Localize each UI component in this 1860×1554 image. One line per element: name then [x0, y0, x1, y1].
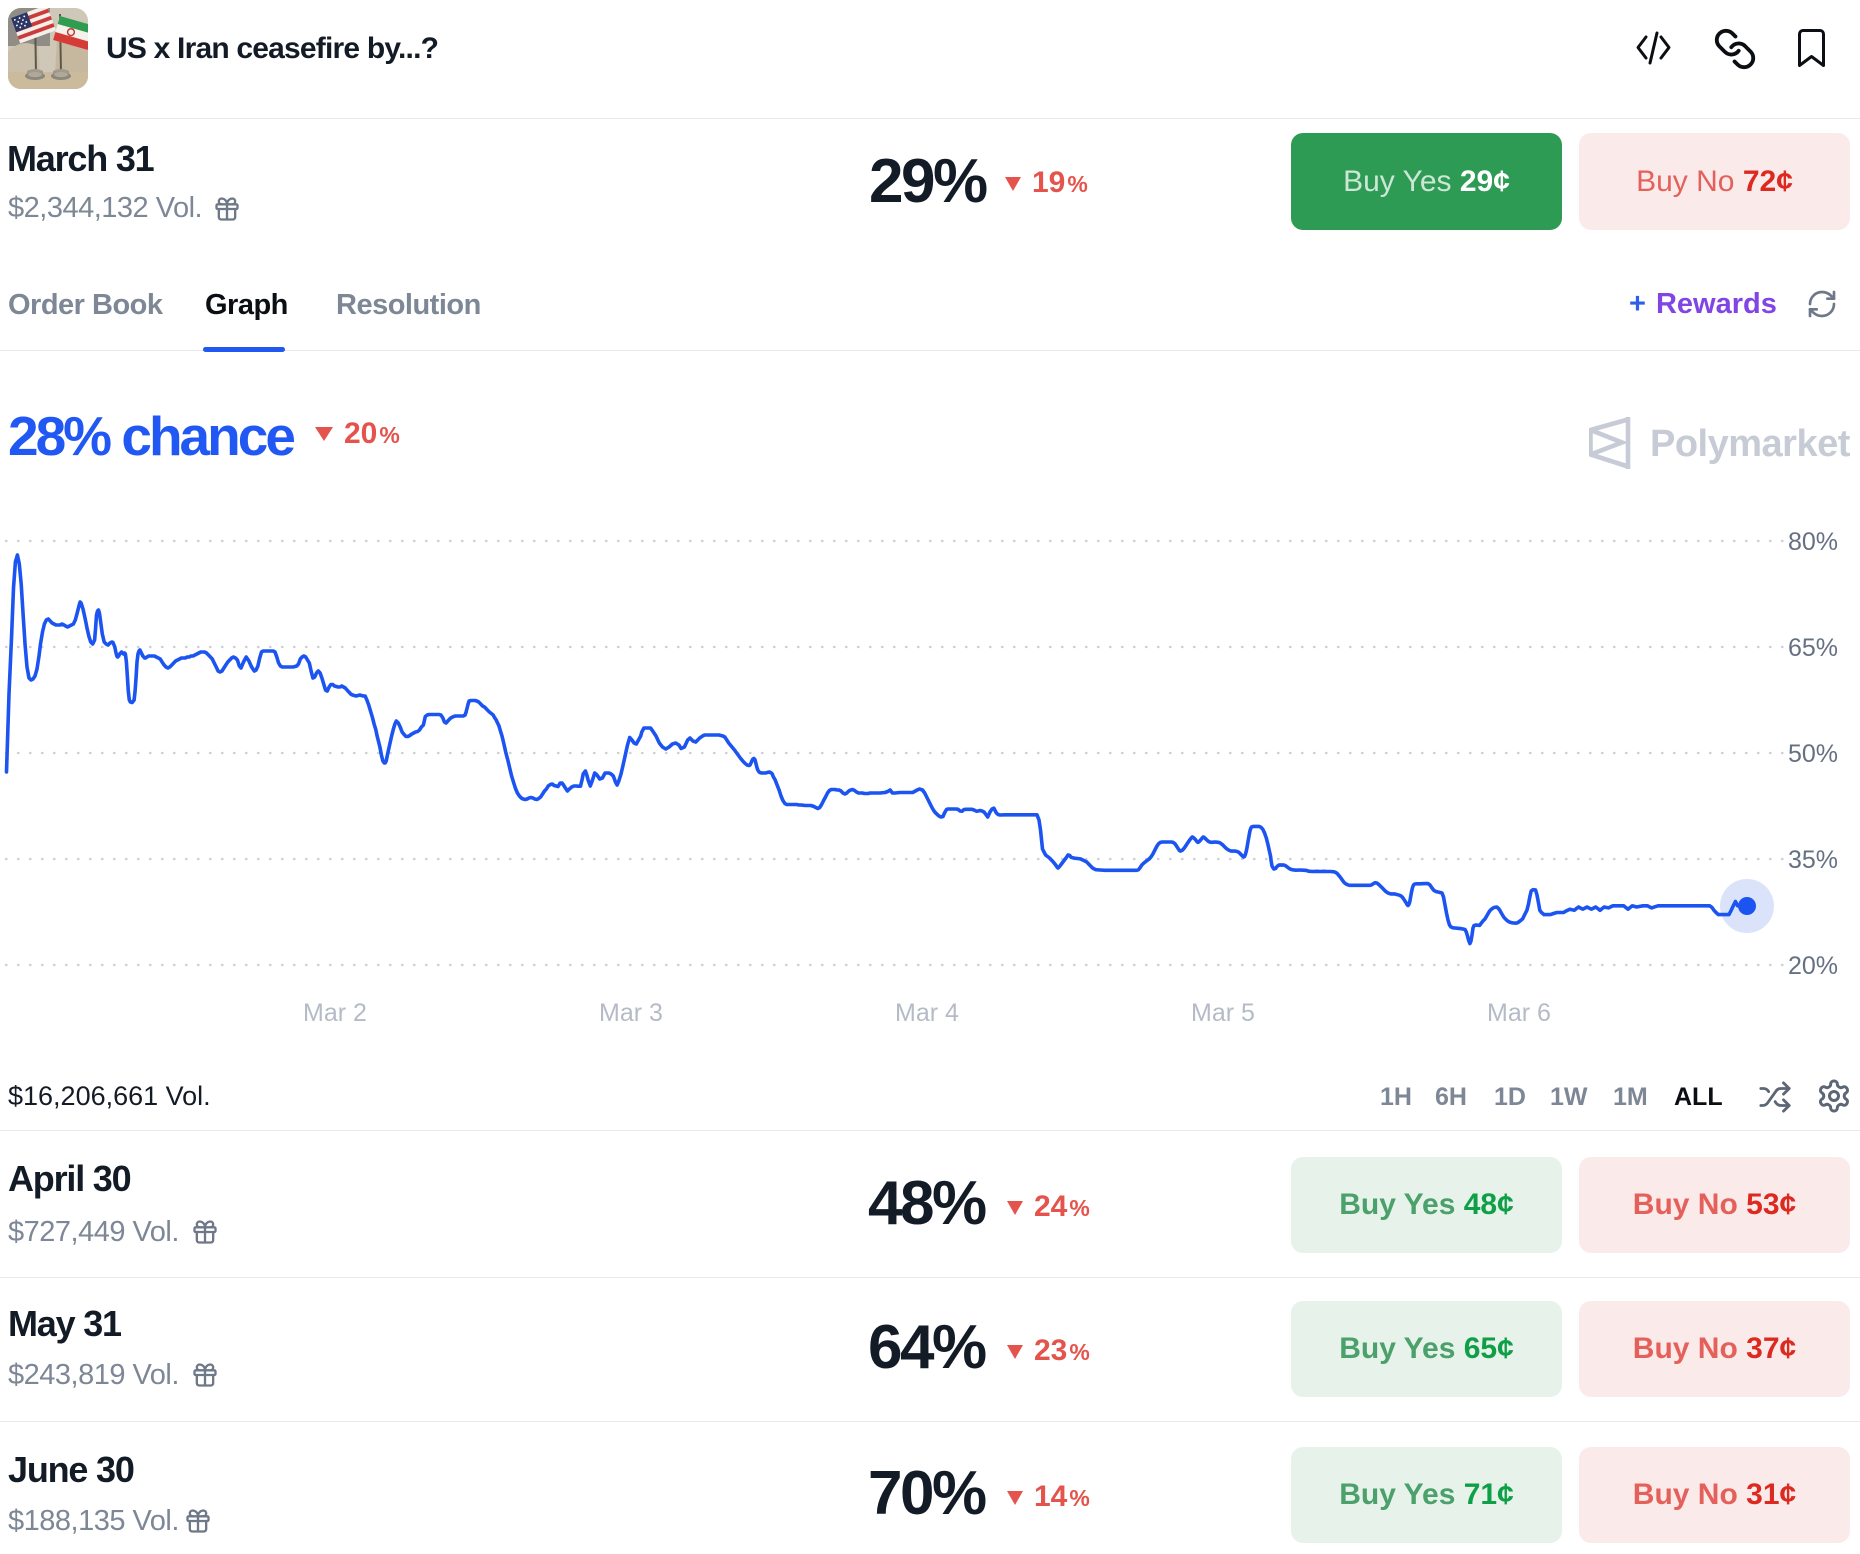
- svg-text:Polymarket: Polymarket: [1650, 423, 1851, 465]
